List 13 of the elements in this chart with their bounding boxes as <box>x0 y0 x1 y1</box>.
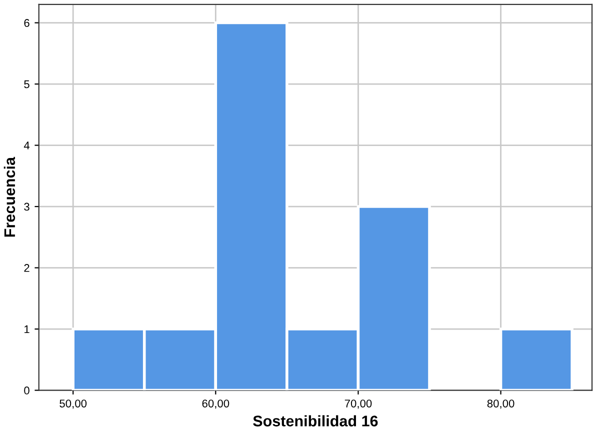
x-tick-label: 80,00 <box>487 400 514 409</box>
y-tick-label: 4 <box>24 142 30 150</box>
y-tick-label: 2 <box>24 264 30 272</box>
y-axis-title: Frecuencia <box>4 156 16 237</box>
y-tick-label: 0 <box>24 386 30 394</box>
x-tick-label: 70,00 <box>344 400 372 409</box>
y-tick-label: 6 <box>24 19 30 27</box>
y-tick-label: 5 <box>24 80 30 88</box>
x-tick-label: 60,00 <box>202 400 230 409</box>
x-axis-title: Sostenibilidad 16 <box>253 415 378 426</box>
y-tick-label: 1 <box>24 325 30 334</box>
x-tick-label: 50,00 <box>60 400 87 409</box>
y-tick-label: 3 <box>24 202 30 211</box>
